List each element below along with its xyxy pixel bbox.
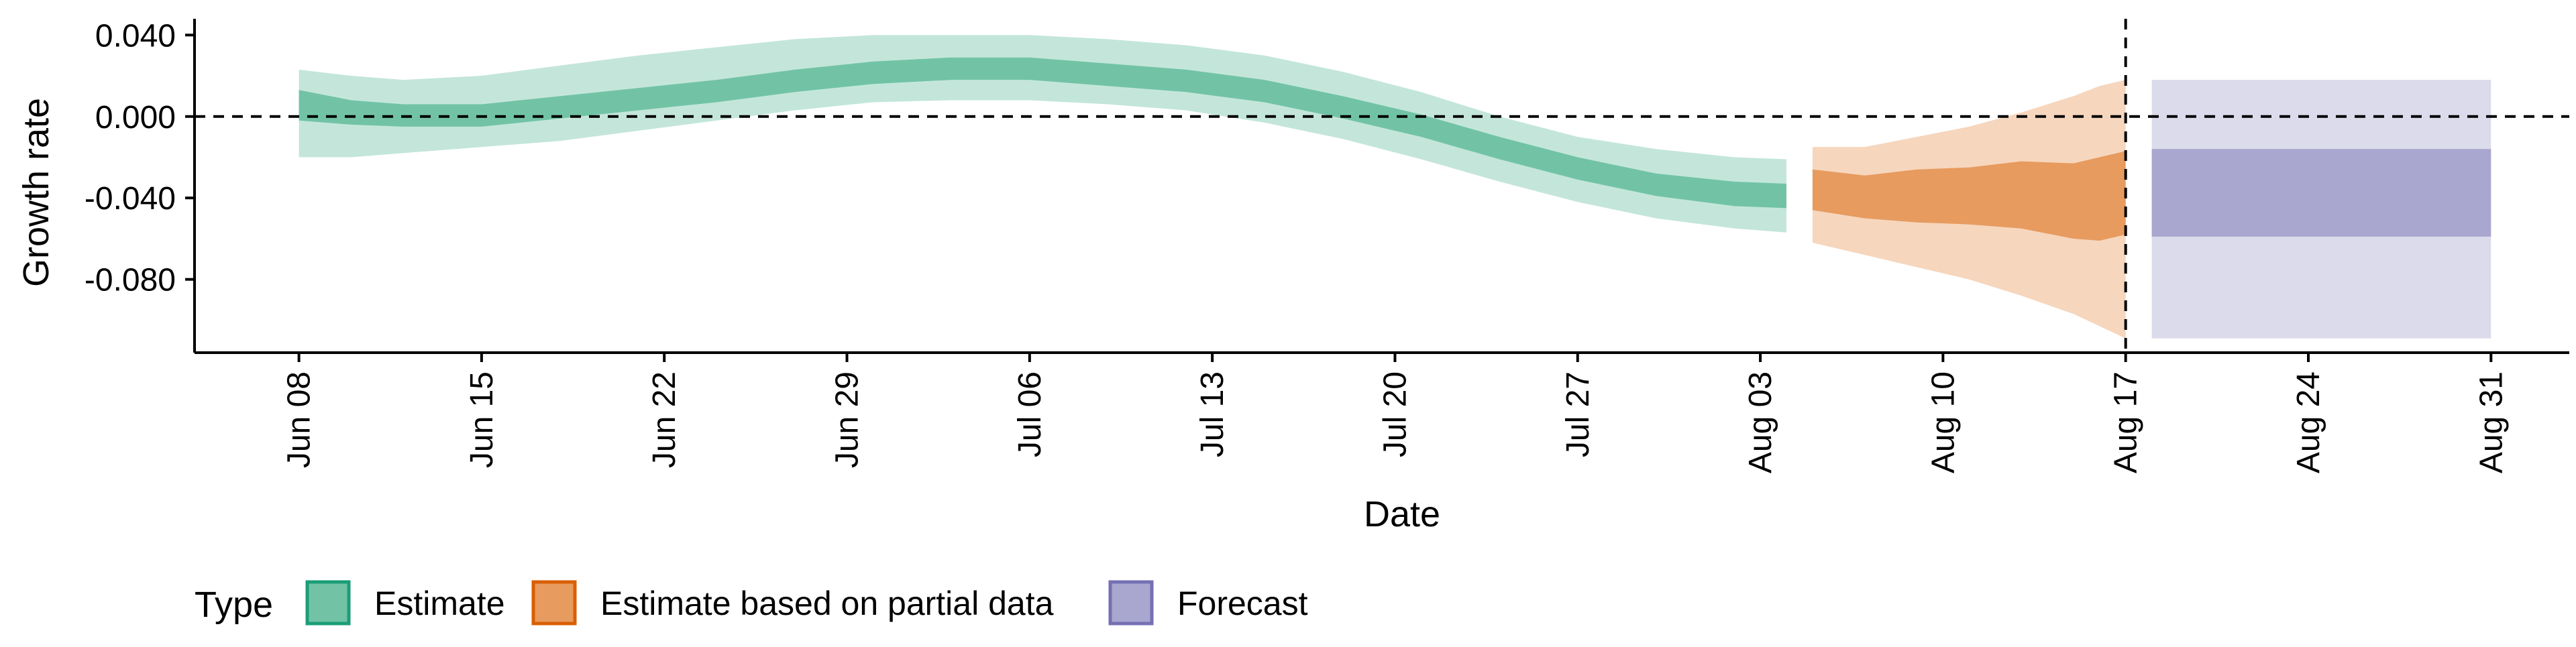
y-tick-label: 0.000 — [95, 100, 176, 135]
legend-key-estimate — [305, 580, 351, 626]
y-tick-label: 0.040 — [95, 18, 176, 54]
y-tick-label: -0.080 — [85, 263, 176, 298]
bands-layer — [299, 35, 2491, 339]
legend-key-forecast — [1108, 580, 1154, 626]
band-inner-estimate-based-on-partial-data — [1812, 151, 2126, 241]
legend-key-estimate-based-on-partial-data — [531, 580, 577, 626]
legend-items: Estimate Estimate based on partial data Fo… — [305, 580, 1308, 626]
x-axis-title: Date — [1364, 494, 1440, 534]
x-tick-label: Aug 10 — [1925, 371, 1961, 473]
band-inner-estimate — [299, 57, 1786, 209]
band-inner-forecast — [2151, 149, 2491, 237]
band-outer-estimate — [299, 35, 1786, 233]
x-tick-label: Jun 08 — [282, 371, 317, 468]
x-tick-label: Jul 27 — [1560, 371, 1596, 457]
x-tick-label: Aug 17 — [2108, 371, 2144, 473]
x-tick-label: Jul 20 — [1377, 371, 1413, 457]
x-tick-label: Aug 31 — [2473, 371, 2509, 473]
x-ticks: Jun 08 Jun 15 Jun 22 Jun 29 Jul 06 Jul 13 Jul … — [282, 353, 2509, 473]
y-ticks: 0.040 0.000 -0.040 -0.080 — [85, 18, 195, 298]
axes: 0.040 0.000 -0.040 -0.080 Jun 08 Jun 15 Jun 2… — [85, 18, 2569, 473]
reference-lines — [195, 19, 2569, 353]
x-tick-label: Jun 29 — [830, 371, 865, 468]
x-tick-label: Aug 24 — [2291, 371, 2326, 473]
x-tick-label: Aug 03 — [1743, 371, 1778, 473]
x-tick-label: Jul 13 — [1195, 371, 1230, 457]
x-tick-label: Jun 15 — [464, 371, 500, 468]
x-tick-label: Jul 06 — [1012, 371, 1048, 457]
legend-label-forecast: Forecast — [1177, 585, 1308, 622]
legend-label-estimate-based-on-partial-data: Estimate based on partial data — [600, 585, 1054, 622]
legend-title: Type — [195, 585, 273, 625]
legend-label-estimate: Estimate — [374, 585, 505, 622]
x-tick-label: Jun 22 — [647, 371, 682, 468]
y-tick-label: -0.040 — [85, 181, 176, 217]
y-axis-title: Growth rate — [16, 98, 56, 287]
legend: Type Estimate Estimate based on partial d… — [195, 580, 1308, 626]
